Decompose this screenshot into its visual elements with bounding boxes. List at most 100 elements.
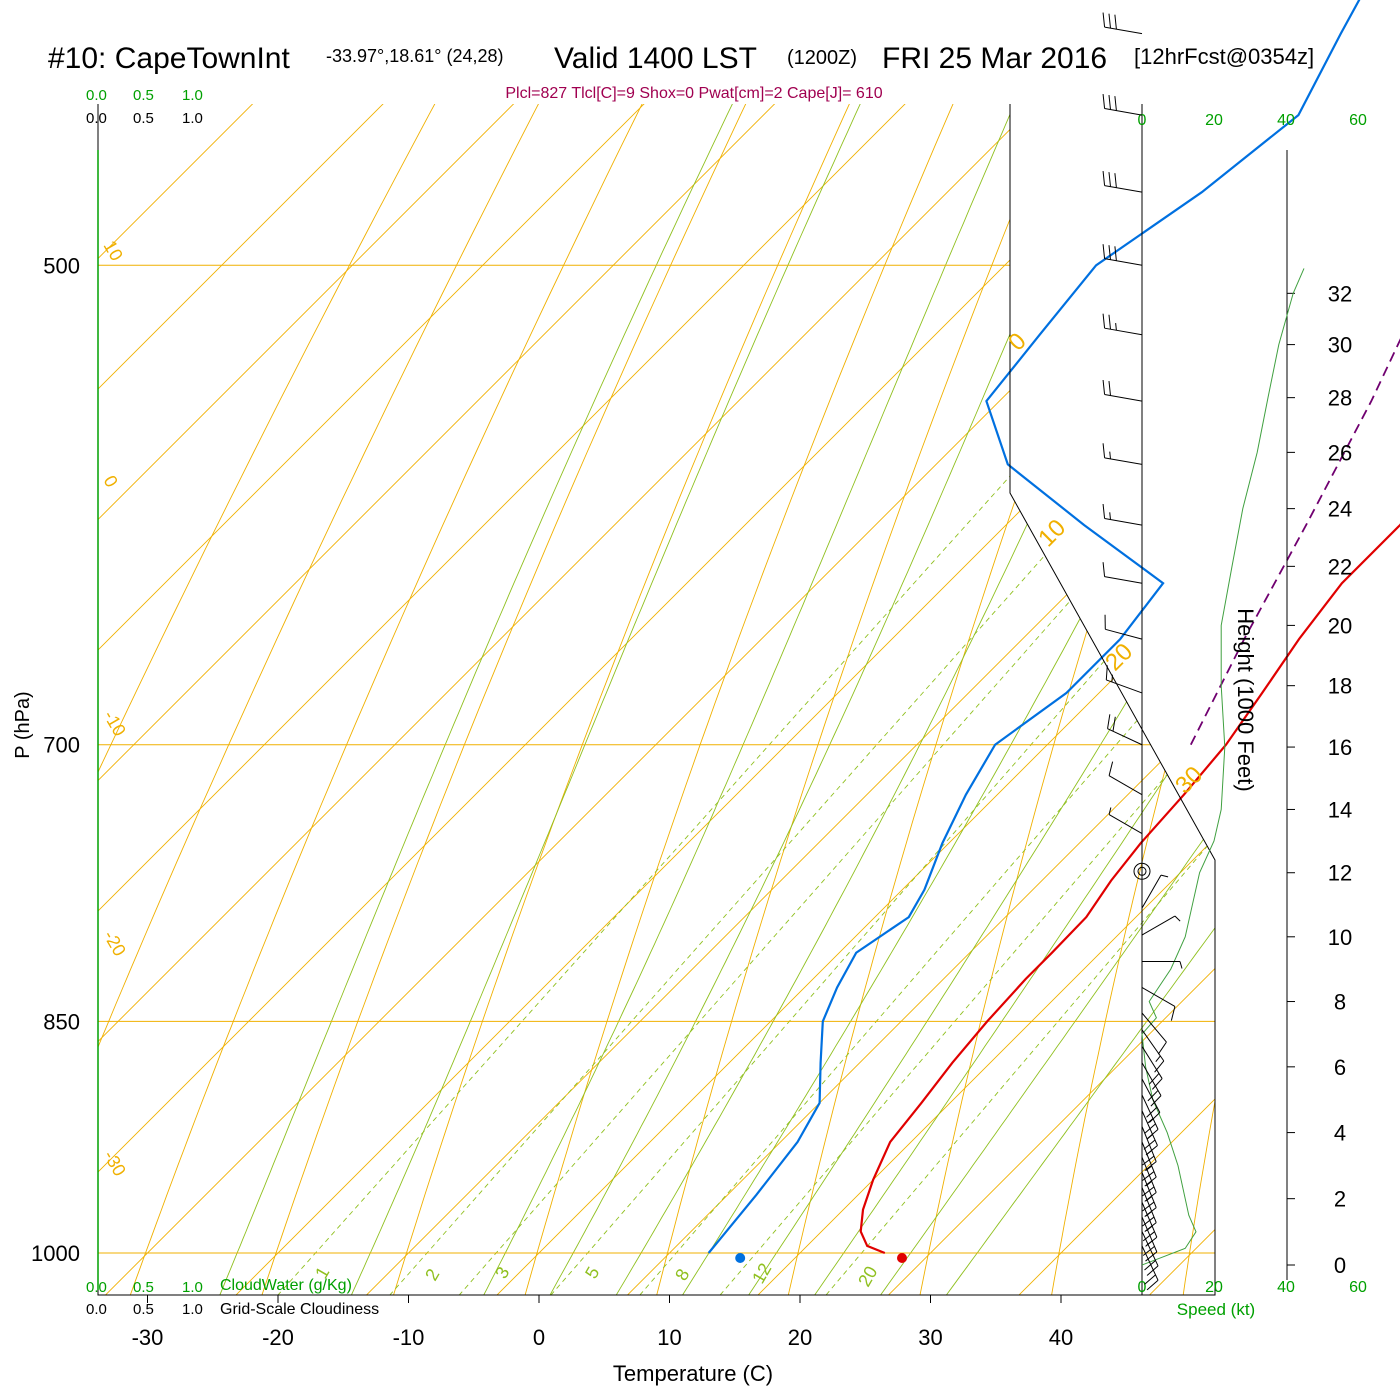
wind-barb-feather (1102, 244, 1106, 259)
wind-barb-feather (1102, 171, 1106, 186)
isotherm (98, 104, 1215, 1295)
speed-tick-label-top: 60 (1349, 112, 1367, 129)
height-tick-label: 0 (1334, 1253, 1346, 1278)
wind-barb-staff (1141, 1046, 1163, 1079)
height-tick-label: 20 (1328, 613, 1352, 638)
temperature-tick-label: 0 (533, 1325, 545, 1350)
dry-adiabat-label: 30 (1170, 761, 1208, 799)
pressure-tick-label: 500 (43, 253, 80, 278)
mixing-ratio-label: 20 (854, 1263, 881, 1290)
wind-barb-feather (1102, 313, 1106, 329)
dry-adiabat-label: -20 (100, 927, 130, 960)
utc-time: (1200Z) (787, 47, 857, 69)
isotherm (98, 104, 1138, 1295)
wind-barb-feather (1105, 665, 1108, 680)
valid-time: Valid 1400 LST (554, 42, 757, 75)
mixing-ratio-label: 12 (748, 1260, 775, 1287)
wind-barb-feather (1114, 96, 1117, 111)
mixing-ratio-line (802, 104, 1215, 1295)
speed-tick-label-bottom: 0 (1138, 1279, 1147, 1296)
wind-barb-feather (1102, 503, 1106, 519)
wind-barb-feather (1108, 761, 1114, 776)
wind-barb-feather (1108, 13, 1111, 29)
isotherm (98, 104, 1215, 1295)
moist-adiabat (534, 104, 1215, 1295)
mixing-ratio-label: 2 (421, 1265, 443, 1284)
temperature-tick-label: -30 (132, 1325, 164, 1350)
sounding-indices: Plcl=827 Tlcl[C]=9 Shox=0 Pwat[cm]=2 Cap… (505, 85, 882, 102)
height-tick-label: 28 (1328, 386, 1352, 411)
wind-barb-feather (1179, 961, 1183, 969)
wind-barb-staff (1141, 874, 1162, 909)
wind-barb-feather (1108, 172, 1111, 187)
wind-barb-feather (1112, 716, 1116, 732)
isotherm (599, 104, 1215, 1295)
wind-barb-staff (1141, 1110, 1158, 1146)
wind-barb-staff (1104, 327, 1143, 336)
wind-barb-staff (1141, 1012, 1167, 1043)
cloudiness-tick-bottom-2: 1.0 (182, 1301, 203, 1318)
height-axis-title: Height (1000 Feet) (1233, 608, 1258, 791)
wind-barb-feather (1114, 246, 1117, 261)
moist-adiabat (208, 104, 1164, 1295)
wind-barb-staff (1104, 258, 1143, 266)
tick-labels: 2503004005007008501000-30-20-10010203040… (31, 237, 1208, 1350)
dry-adiabat (1312, 0, 1400, 1323)
wind-barb-feather (1146, 1265, 1159, 1276)
mixing-ratio-line (696, 104, 1215, 1295)
wind-barb-feather (1146, 1279, 1159, 1291)
wind-barb-feather (1111, 674, 1113, 683)
x-axis-title: Temperature (C) (613, 1361, 773, 1386)
wind-barb-feather (1160, 874, 1169, 878)
dry-adiabat-label: 10 (1033, 514, 1071, 552)
wind-barb-feather (1144, 1192, 1157, 1202)
wind-barb-feather (1144, 1274, 1156, 1285)
dry-adiabat-label: 0 (1003, 328, 1032, 357)
wind-barb-feather (1142, 1245, 1155, 1256)
wind-barb-feather (1114, 173, 1117, 188)
wind-barb-staff (1141, 1172, 1157, 1208)
wind-barb-staff (1141, 1029, 1165, 1062)
wind-barb-staff (1108, 814, 1143, 834)
wind-barb-feather (1144, 1260, 1156, 1271)
height-tick-label: 22 (1328, 554, 1352, 579)
cloudiness-tick-bottom-0: 0.0 (86, 1301, 107, 1318)
wind-barb-feather (1145, 1180, 1153, 1187)
cloudwater-tick-bottom-0: 0.0 (86, 1279, 107, 1296)
wind-barb-feather (1109, 451, 1111, 459)
isotherm (730, 104, 1215, 1295)
wind-barb-staff (1104, 457, 1143, 465)
height-tick-label: 16 (1328, 735, 1352, 760)
speed-tick-label-top: 20 (1205, 112, 1223, 129)
dry-adiabat-label: 20 (1100, 638, 1138, 676)
moist-adiabat (338, 104, 1215, 1295)
wind-barb-staff (1141, 1078, 1161, 1113)
speed-tick-label-top: 40 (1277, 112, 1295, 129)
dry-adiabat (98, 104, 1031, 1295)
cloudiness-tick-bottom-1: 0.5 (133, 1301, 154, 1318)
calm-wind-circle (1137, 866, 1147, 876)
dry-adiabat (120, 104, 1118, 1295)
wind-barb-staff (1104, 393, 1143, 402)
dry-adiabat-label: 10 (100, 237, 127, 264)
mixing-ratio-line (526, 104, 1215, 1295)
wind-barb-staff (1104, 517, 1143, 526)
wind-barb-feather (1144, 1123, 1156, 1134)
wind-barb-staff (1141, 1245, 1159, 1281)
wind-barb-feather (1152, 1078, 1163, 1090)
isotherm (98, 104, 1215, 1295)
pressure-tick-label: 1000 (31, 1241, 80, 1266)
dry-adiabat-label: -30 (100, 1147, 130, 1180)
wind-barb-staff (1141, 915, 1176, 936)
moist-adiabat (664, 104, 1215, 1295)
wind-barb-feather (1145, 1236, 1158, 1247)
wind-barb-staff (1141, 1062, 1162, 1096)
cloudwater-label: CloudWater (g/Kg) (220, 1277, 352, 1294)
wind-barb-staff (1141, 1094, 1159, 1130)
wind-speed-profile-line (1141, 268, 1305, 1266)
isotherm (98, 104, 1215, 1295)
wind-barb-staff (1141, 1187, 1157, 1223)
wind-barb-feather (1155, 1055, 1161, 1062)
height-tick-label: 12 (1328, 861, 1352, 886)
